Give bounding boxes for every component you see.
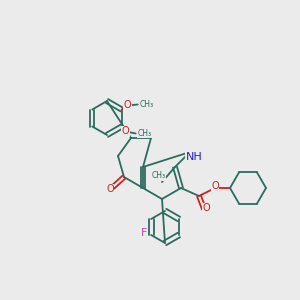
Text: CH₃: CH₃ bbox=[152, 172, 166, 181]
Text: CH₃: CH₃ bbox=[140, 100, 154, 109]
Text: CH₃: CH₃ bbox=[138, 129, 152, 138]
Text: O: O bbox=[124, 100, 131, 110]
Text: NH: NH bbox=[186, 152, 202, 162]
Text: O: O bbox=[211, 181, 219, 191]
Text: O: O bbox=[202, 203, 210, 213]
Text: O: O bbox=[122, 127, 130, 136]
Text: F: F bbox=[141, 228, 147, 238]
Text: O: O bbox=[106, 184, 114, 194]
